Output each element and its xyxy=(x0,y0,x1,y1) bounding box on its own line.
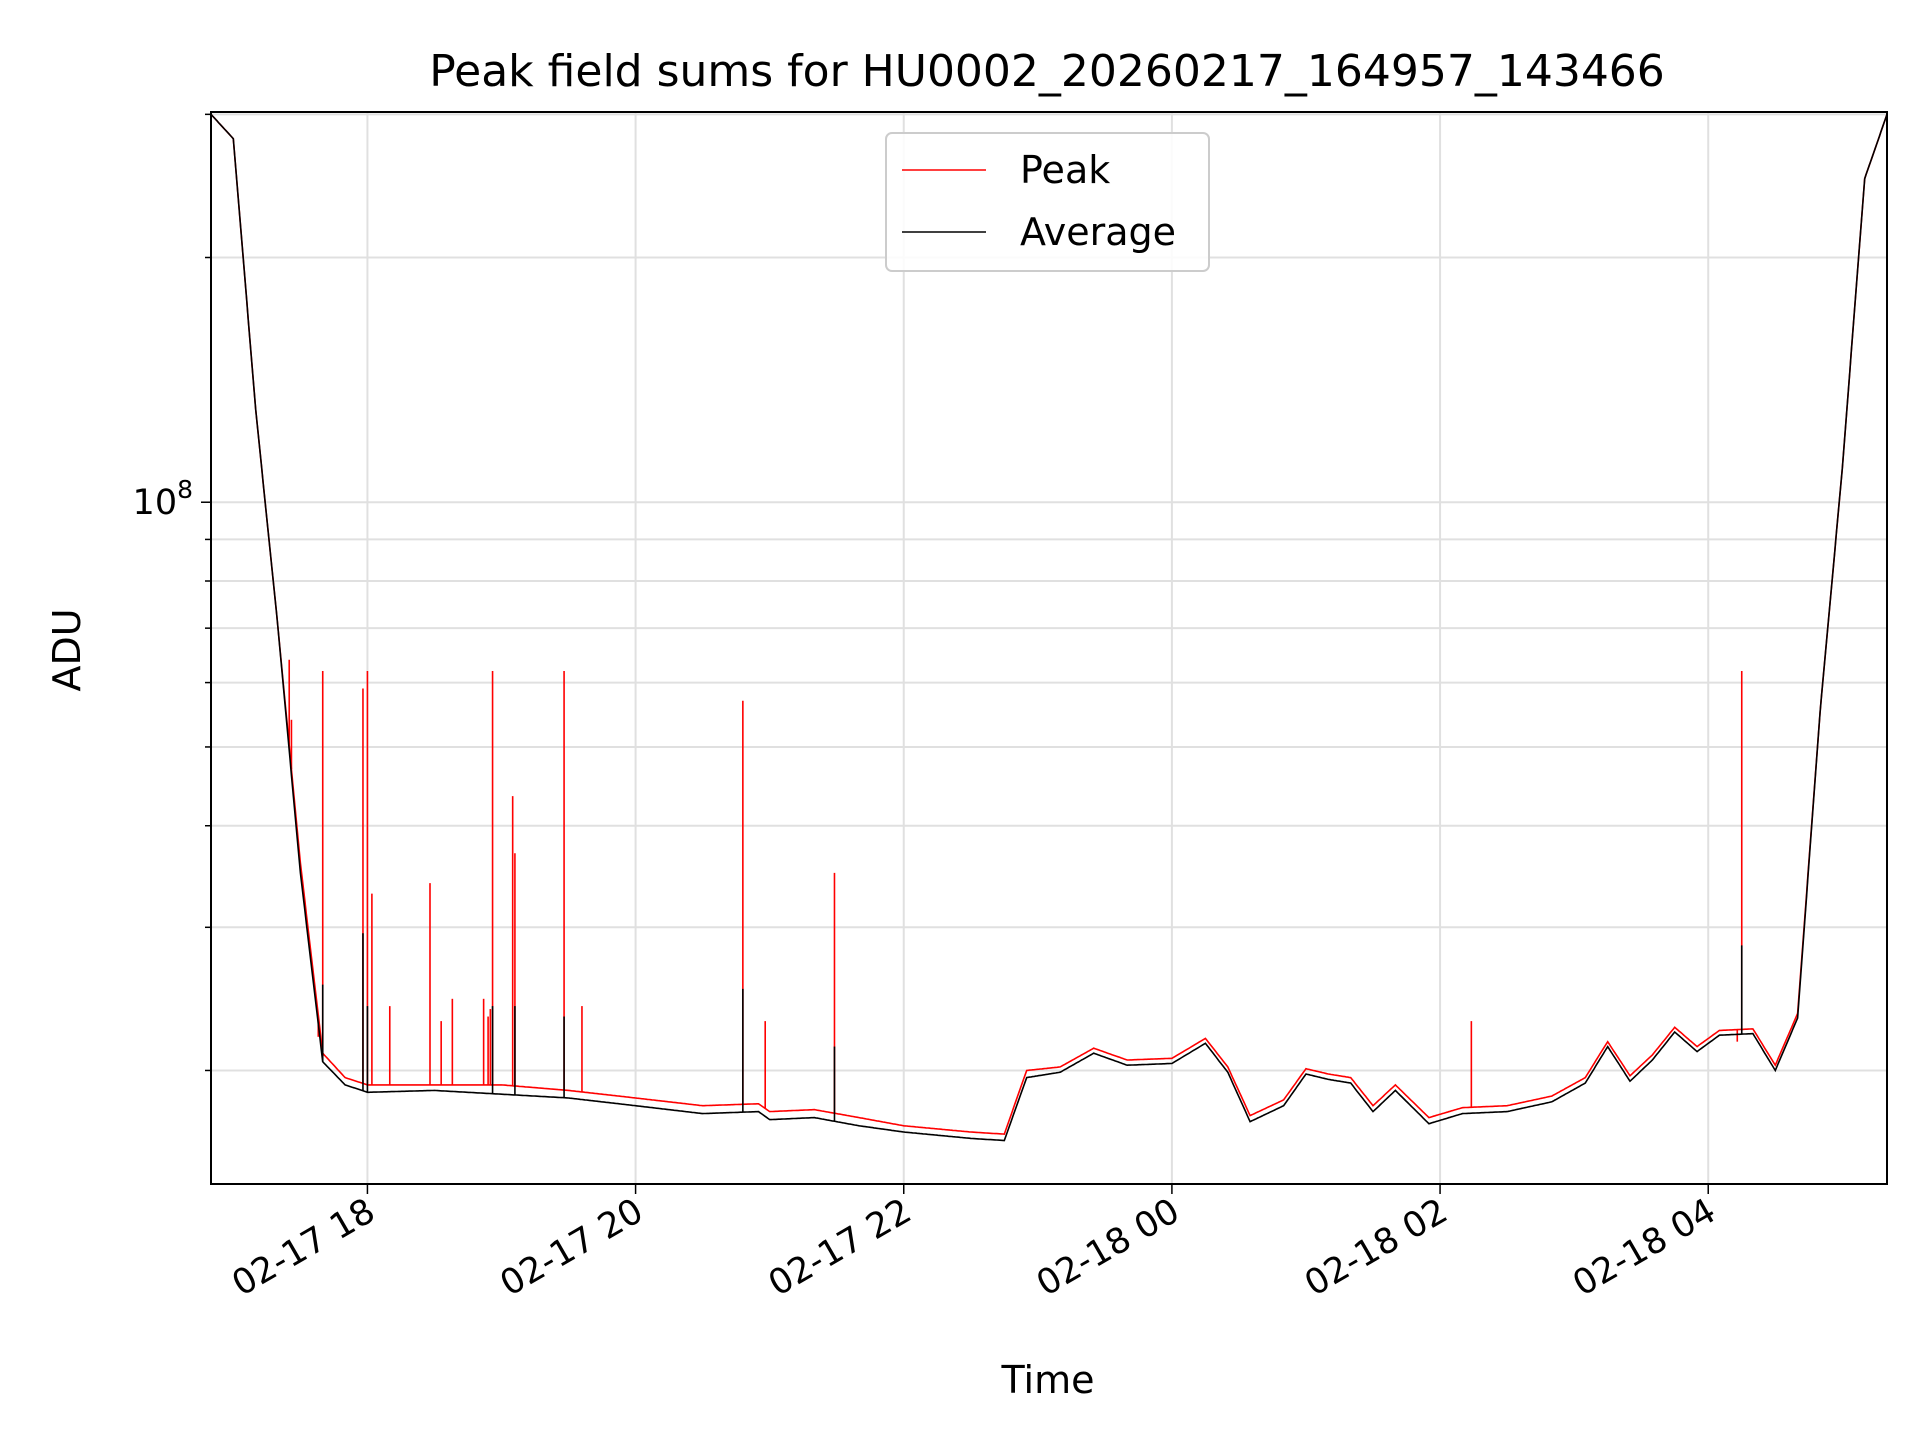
legend-label-average: Average xyxy=(1020,210,1176,254)
x-tick-label: 02-17 18 xyxy=(226,1191,382,1304)
legend: Peak Average xyxy=(885,132,1210,272)
x-tick-label: 02-18 00 xyxy=(1030,1191,1186,1304)
x-axis-ticks: 02-17 18 02-17 20 02-17 22 02-18 00 02-18 02… xyxy=(226,1184,1723,1304)
x-tick-label: 02-17 22 xyxy=(762,1191,918,1304)
x-tick-label: 02-17 20 xyxy=(494,1191,650,1304)
plot-frame xyxy=(210,111,1888,1185)
x-tick-label: 02-18 04 xyxy=(1566,1191,1722,1304)
grid xyxy=(211,112,1887,1184)
series-line-peak xyxy=(211,113,1887,1135)
y-axis-label: ADU xyxy=(45,608,89,691)
legend-frame xyxy=(885,132,1210,272)
chart-title: Peak field sums for HU0002_20260217_1649… xyxy=(429,46,1665,97)
x-axis-label: Time xyxy=(1001,1358,1095,1402)
y-tick-label: 108 xyxy=(133,475,193,523)
series-line-average xyxy=(211,113,1887,1142)
x-tick-label: 02-18 02 xyxy=(1298,1191,1454,1304)
y-axis-ticks: 108 xyxy=(133,113,211,1072)
legend-label-peak: Peak xyxy=(1020,148,1110,192)
series-lines xyxy=(211,113,1887,1142)
